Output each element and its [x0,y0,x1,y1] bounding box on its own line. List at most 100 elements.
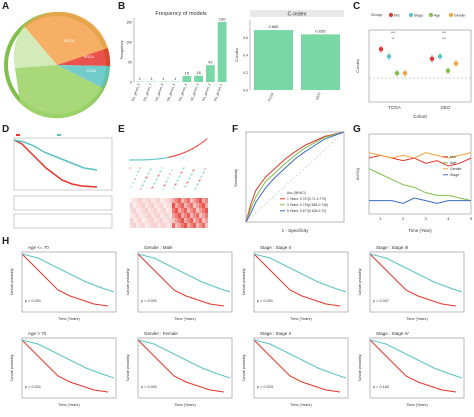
sector-coad [57,65,110,88]
heat-cell [154,208,157,213]
y-axis-label: Survival probability [358,354,362,381]
heat-cell [130,198,133,203]
legend-label: Mrs [394,14,400,18]
heat-cell [169,223,172,228]
risk-point [157,158,160,160]
heat-cell [145,208,148,213]
survival-point [155,179,157,181]
km-plot: Stage : Stage III p = 0.007 Survival proba… [358,245,465,321]
heat-cell [187,203,190,208]
point [445,68,451,73]
heat-cell [187,208,190,213]
risk-point [177,154,179,156]
x-tick-label: TCGA [388,105,401,110]
x-tick-label: GEO [315,92,322,101]
heat-cell [154,218,157,223]
heat-cell [154,223,157,228]
survival-point [174,184,176,186]
auc-line [369,197,471,204]
risk-point [139,159,142,161]
roc-line [245,131,345,223]
survival-point [200,176,202,178]
y-tick-label: 0.2 [243,71,248,75]
heat-cell [199,208,202,213]
heat-cell [187,223,190,228]
km-low-line [137,339,231,379]
auc-line [368,152,472,159]
km-plot: Stage : Stage IV p = 0.163 Survival probab… [358,331,465,407]
survival-point [182,168,184,170]
heat-cell [136,198,139,203]
risk-point [196,144,199,147]
bar [206,65,215,82]
panel-label-b: B [118,1,126,12]
panel-label-e: E [118,124,125,135]
heat-cell [172,198,175,203]
x-axis-label: Time (Years) [58,317,80,321]
heat-cell [133,213,136,218]
x-tick-label: 4 [447,216,450,221]
risk-point [176,154,178,156]
heat-cell [172,218,175,223]
heat-cell [145,198,148,203]
heat-cell [169,218,172,223]
x-axis-label: Time (Year) [408,228,432,233]
x-tick-label: TCGA [267,91,274,102]
risk-point [168,156,170,158]
y-axis-label: C-index [355,59,360,73]
sector-brca [57,48,111,66]
heat-cell [178,208,181,213]
survival-point [169,173,171,175]
heat-cell [190,213,193,218]
survival-point [173,187,175,189]
heat-cell [181,218,184,223]
risk-point [152,158,155,161]
km-low-line [369,339,463,379]
panel-c-chart: Group Mrs Stage Age Gender C-index Cohort TCGA *… [355,12,472,119]
legend-label: Stage [414,14,423,18]
km-p-value: p < 0.001 [25,299,41,303]
panel-a-circle: SKCM BRCA COAD [4,11,111,119]
heat-cell [184,203,187,208]
heat-cell [184,208,187,213]
heat-cell [190,223,193,228]
x-tick-label: SG_genes_4 [178,83,188,102]
risk-point [206,138,208,140]
heat-cell [205,198,208,203]
heat-cell [157,203,160,208]
risk-point [180,153,182,155]
heat-cell [145,218,148,223]
heat-cell [202,223,205,228]
heat-cell [172,213,175,218]
legend-label: Mrs [450,155,456,159]
heat-cell [163,218,166,223]
x-axis-label: Time (Years) [406,403,428,407]
survival-point [189,177,191,179]
risk-point [186,150,188,153]
legend-marker [449,13,453,17]
data-label: 1 [162,76,165,81]
point [378,47,384,52]
panel-label-f: F [232,124,239,135]
survival-point [185,185,187,187]
heat-cell [139,203,142,208]
x-tick-label: 5 [470,216,473,221]
point [386,54,392,59]
heat-cell [196,208,199,213]
survival-point [166,180,168,182]
km-title: Stage : Stage II [260,245,291,250]
km-plot: Age > 70 p = 0.001 Survival probability Tim… [10,331,117,407]
risk-point [170,155,173,158]
heat-cell [187,218,190,223]
risk-point [133,159,135,161]
y-tick-label: 0 [130,81,132,85]
x-tick-label: SG_genes_8 [131,83,141,102]
y-tick-label: 50 [128,61,132,65]
survival-point [144,180,146,182]
km-high-line [137,253,225,307]
risk-point [161,157,164,160]
heat-cell [157,218,160,223]
data-label: 150 [219,17,226,22]
x-tick-label: 1 [379,216,382,221]
km-p-value: p = 0.007 [373,299,389,303]
